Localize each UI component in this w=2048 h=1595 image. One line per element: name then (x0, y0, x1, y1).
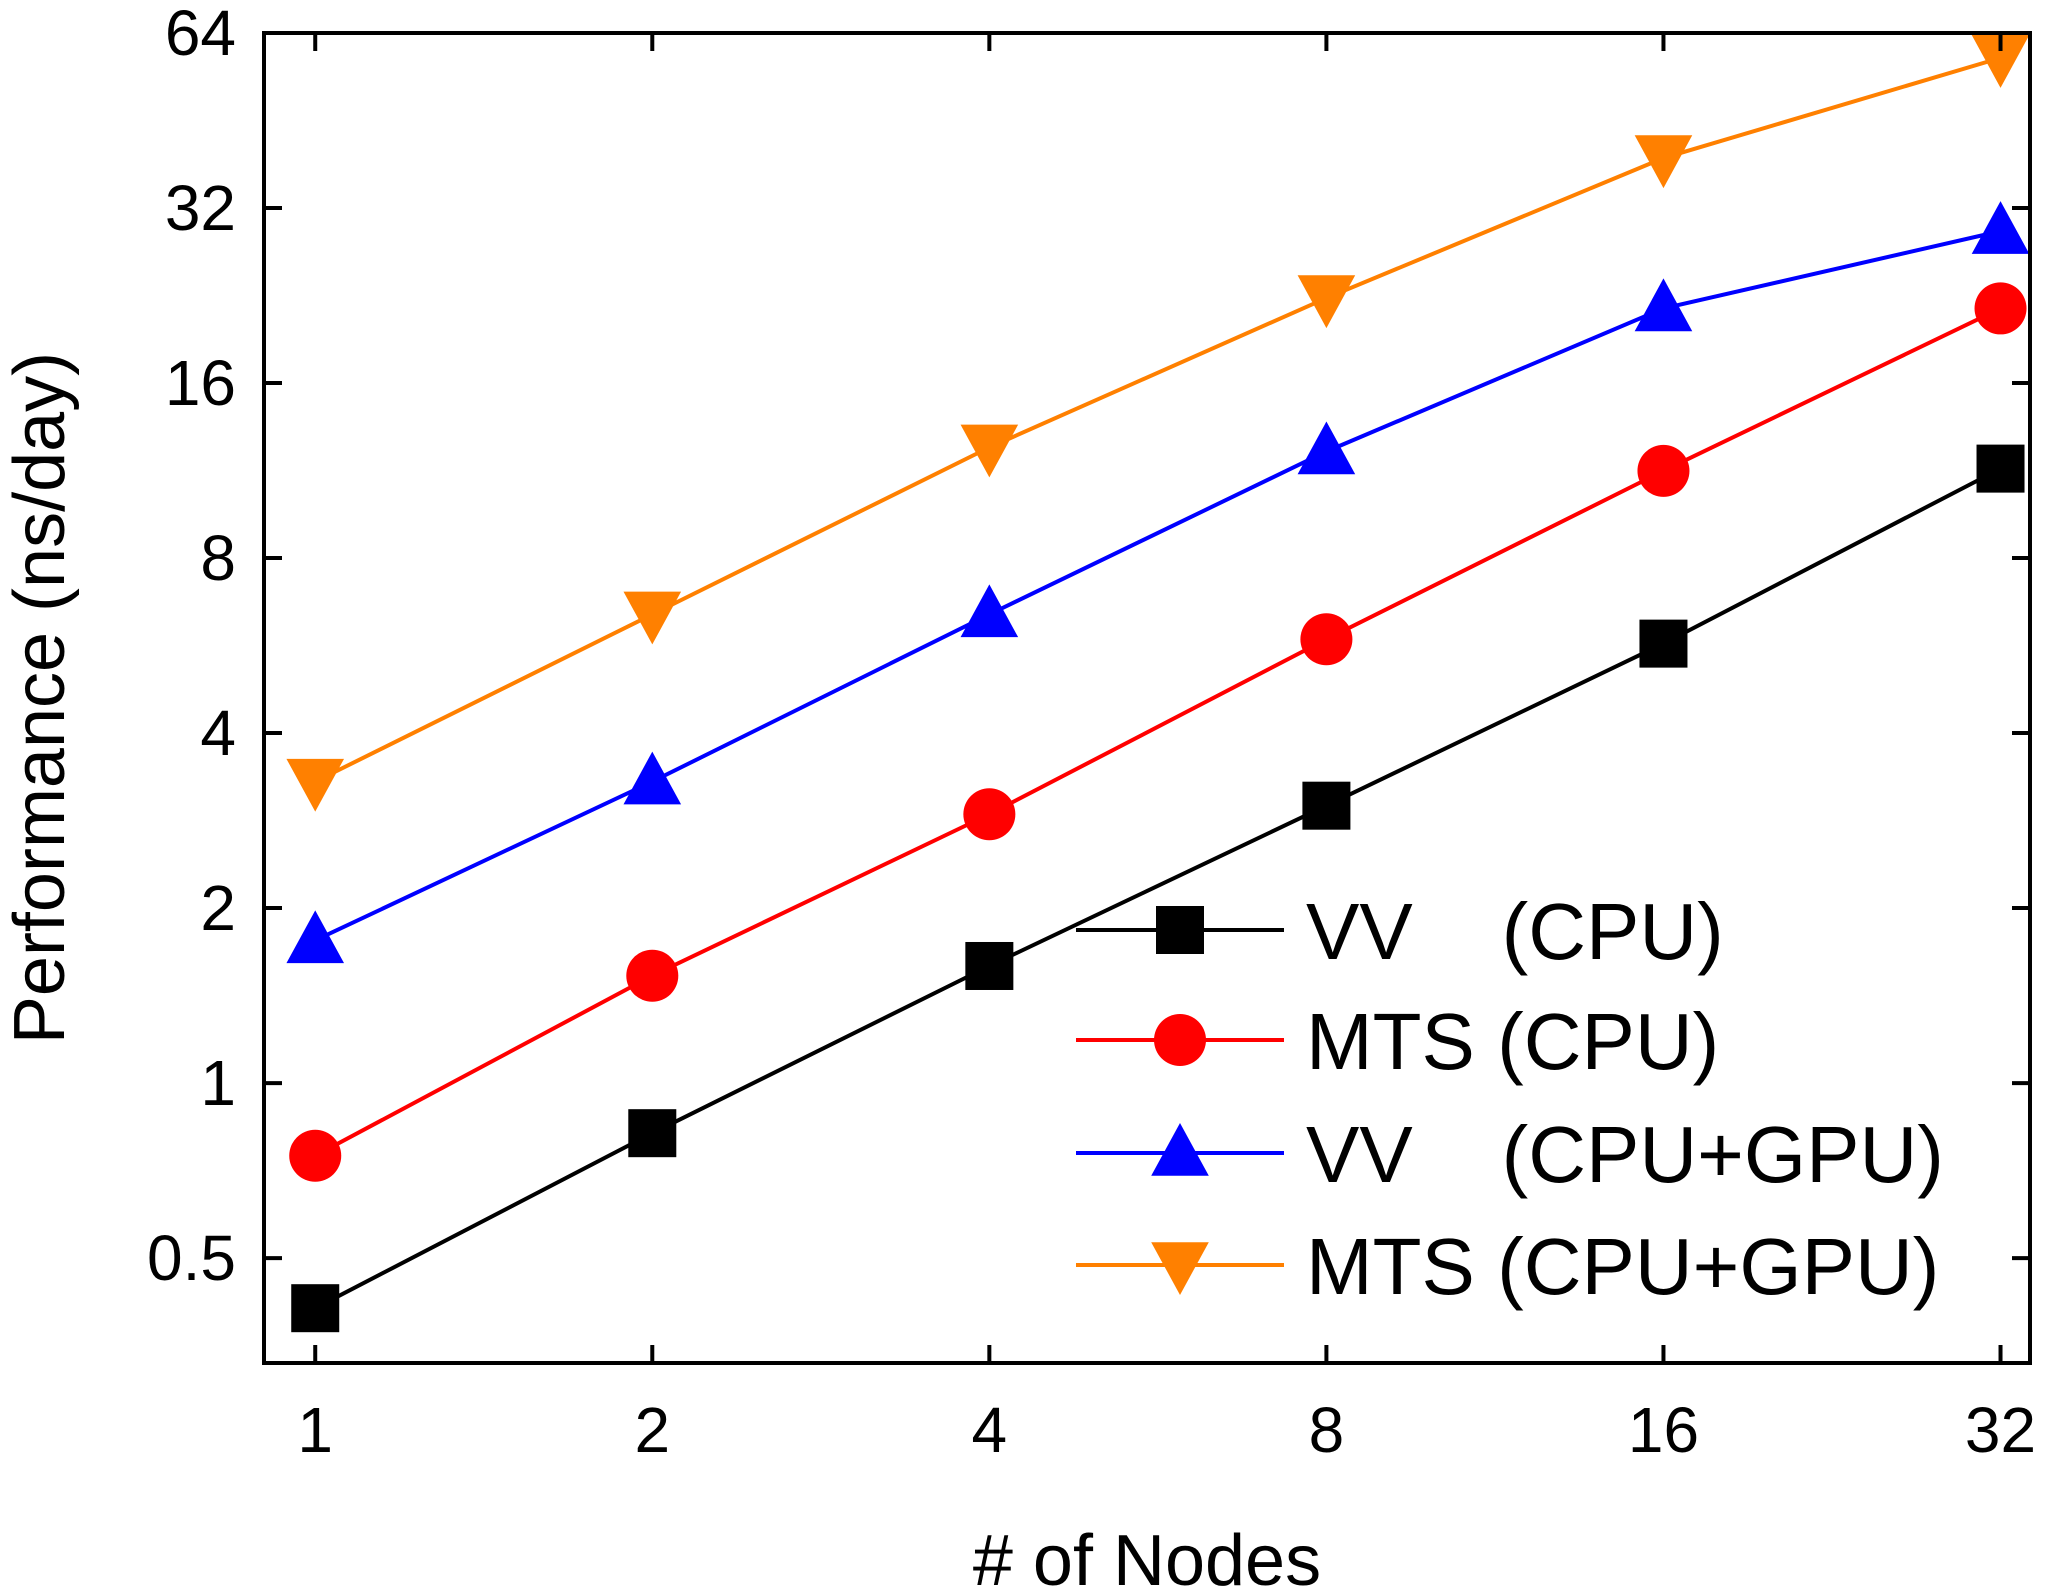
legend-label: VV (CPU+GPU) (1306, 1110, 1944, 1199)
y-tick-label: 32 (165, 172, 236, 244)
legend-label: MTS (CPU+GPU) (1306, 1222, 1939, 1311)
y-tick-label: 4 (200, 697, 236, 769)
x-tick-label: 16 (1628, 1394, 1699, 1466)
series-line (314, 466, 2002, 1310)
data-point (628, 1109, 677, 1158)
legend-item-2: MTS (CPU) (1076, 997, 1719, 1086)
data-point (960, 424, 1019, 478)
axes-layer: 1 2 4 8 16 32 0.5 1 2 4 8 16 32 64 (147, 0, 2036, 1466)
data-point (1302, 781, 1351, 830)
x-tick-label: 1 (297, 1394, 333, 1466)
data-point (1971, 35, 2030, 88)
series-layer (286, 35, 2030, 1333)
y-tick-label: 0.5 (147, 1222, 236, 1294)
data-point (286, 910, 345, 964)
plot-frame (262, 31, 2032, 1365)
series-2 (289, 282, 2027, 1182)
y-axis-title: Performance (ns/day) (0, 352, 80, 1044)
y-tick-label: 8 (200, 522, 236, 594)
data-point (1974, 282, 2027, 335)
legend-label: VV (CPU) (1306, 887, 1724, 976)
legend-item-1: VV (CPU) (1076, 887, 1724, 976)
legend-label: MTS (CPU) (1306, 997, 1719, 1086)
y-tick-label: 64 (165, 0, 236, 69)
series-4 (286, 35, 2030, 812)
legend-marker (1151, 1242, 1209, 1295)
series-line (314, 55, 2002, 784)
x-tick-label: 8 (1309, 1394, 1345, 1466)
data-point (289, 1129, 342, 1182)
legend: VV (CPU) MTS (CPU) VV (CPU+GPU) MTS (CPU+GP… (1076, 887, 1944, 1311)
y-tick-label: 2 (200, 872, 236, 944)
data-point (1297, 275, 1356, 329)
data-point (963, 788, 1016, 841)
data-point (626, 949, 679, 1002)
data-point (1639, 619, 1688, 668)
data-point (623, 591, 682, 645)
data-point (291, 1284, 340, 1333)
data-point (623, 751, 682, 805)
series-line (314, 229, 2001, 943)
series-3 (286, 201, 2030, 964)
data-point (1637, 444, 1690, 497)
legend-marker (1151, 1123, 1209, 1176)
legend-marker (1156, 906, 1204, 954)
data-point (286, 758, 345, 812)
data-point (965, 941, 1014, 990)
y-tick-label: 16 (165, 347, 236, 419)
x-tick-label: 2 (634, 1394, 670, 1466)
data-point (1300, 613, 1353, 666)
x-tick-label: 32 (1965, 1394, 2036, 1466)
legend-item-3: VV (CPU+GPU) (1076, 1110, 1944, 1199)
series-line (314, 306, 2002, 1158)
x-axis-title: # of Nodes (973, 1521, 1321, 1595)
data-point (1971, 201, 2030, 254)
y-tick-label: 1 (200, 1047, 236, 1119)
data-point (1297, 421, 1356, 475)
data-point (1634, 135, 1693, 189)
x-tick-label: 4 (972, 1394, 1008, 1466)
legend-item-4: MTS (CPU+GPU) (1076, 1222, 1939, 1311)
series-1 (291, 444, 2025, 1333)
data-point (960, 584, 1019, 638)
legend-marker (1154, 1014, 1206, 1066)
data-point (1976, 444, 2025, 493)
data-point (1634, 278, 1693, 332)
